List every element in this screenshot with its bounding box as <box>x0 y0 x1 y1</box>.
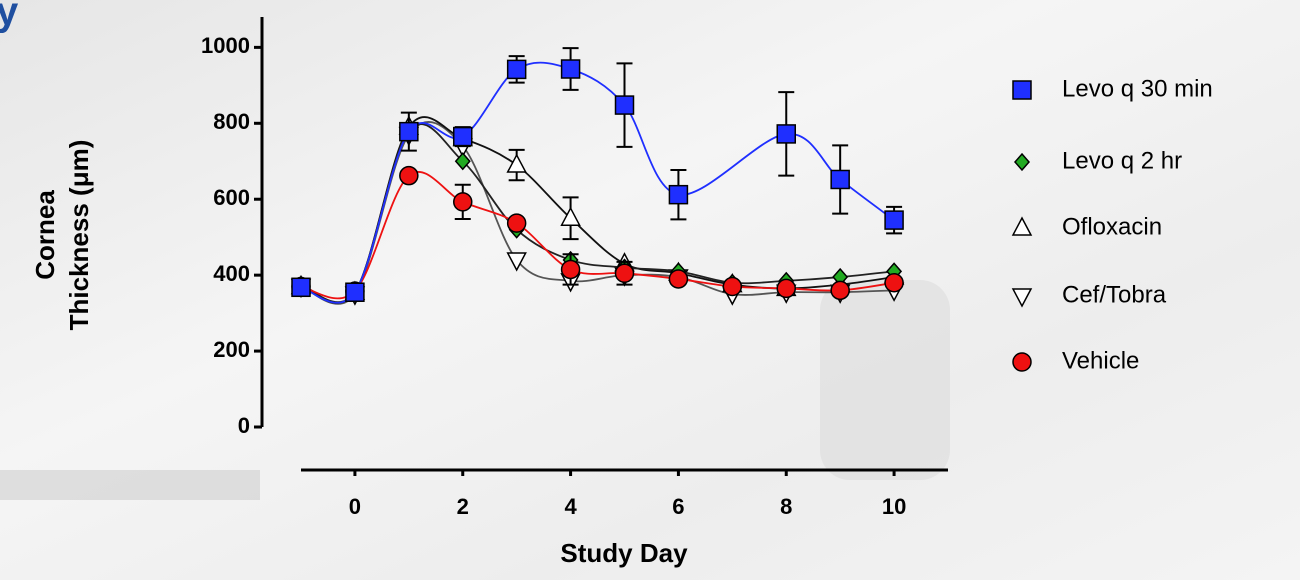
legend-marker <box>1013 81 1031 99</box>
chart: y Cornea Thickness (μm) Study Day 020040… <box>0 0 1300 580</box>
y-tick-label: 800 <box>213 109 250 134</box>
marker <box>400 167 418 185</box>
marker <box>400 123 418 141</box>
x-tick-label: 4 <box>564 494 577 519</box>
y-tick-label: 1000 <box>201 33 250 58</box>
x-tick-label: 6 <box>672 494 684 519</box>
title: y <box>0 0 19 34</box>
legend-label: Levo q 2 hr <box>1062 147 1182 174</box>
legend-label: Cef/Tobra <box>1062 281 1167 308</box>
x-tick-label: 8 <box>780 494 792 519</box>
marker <box>777 125 795 143</box>
marker <box>885 274 903 292</box>
marker <box>669 270 687 288</box>
backdrop-shape <box>820 280 950 480</box>
y-label: Thickness (μm) <box>64 140 94 331</box>
marker <box>723 278 741 296</box>
x-label: Study Day <box>560 538 688 568</box>
marker <box>292 278 310 296</box>
marker <box>669 186 687 204</box>
marker <box>831 170 849 188</box>
marker <box>831 281 849 299</box>
marker <box>777 279 795 297</box>
y-tick-label: 200 <box>213 337 250 362</box>
marker <box>562 60 580 78</box>
x-tick-label: 0 <box>349 494 361 519</box>
marker <box>508 214 526 232</box>
marker <box>616 264 634 282</box>
legend-label: Levo q 30 min <box>1062 75 1213 102</box>
marker <box>454 193 472 211</box>
marker <box>508 60 526 78</box>
marker <box>454 128 472 146</box>
legend-marker <box>1013 353 1031 371</box>
x-tick-label: 10 <box>882 494 906 519</box>
x-tick-label: 2 <box>457 494 469 519</box>
y-tick-label: 600 <box>213 185 250 210</box>
marker <box>616 96 634 114</box>
y-tick-label: 400 <box>213 261 250 286</box>
y-tick-label: 0 <box>238 413 250 438</box>
legend-label: Ofloxacin <box>1062 213 1162 240</box>
marker <box>885 211 903 229</box>
legend-label: Vehicle <box>1062 347 1139 374</box>
backdrop-shape <box>0 470 260 500</box>
marker <box>562 260 580 278</box>
y-label: Cornea <box>30 190 60 280</box>
marker <box>346 283 364 301</box>
